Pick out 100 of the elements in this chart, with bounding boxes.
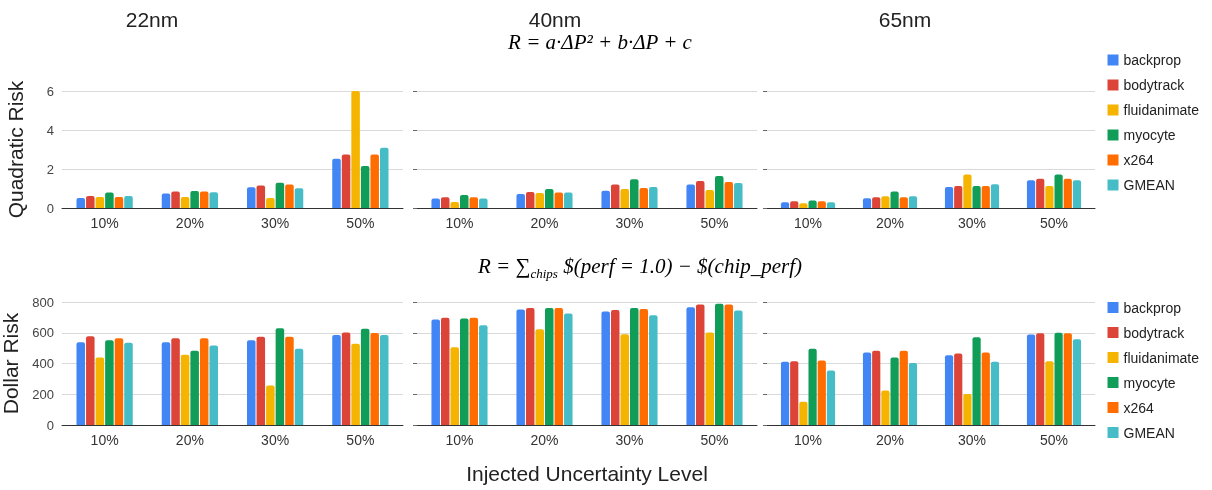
bar [908, 196, 918, 208]
y-tick-label: 2 [46, 161, 54, 177]
bar [76, 198, 86, 208]
y-tick-label: 4 [46, 122, 54, 138]
bar [190, 350, 199, 425]
y-tick-label: 0 [46, 200, 54, 216]
bar [972, 185, 981, 208]
bar [275, 182, 285, 208]
bar [440, 317, 450, 425]
bar [161, 342, 171, 425]
bar [431, 319, 440, 425]
bar [1026, 334, 1036, 425]
bar [630, 179, 639, 208]
bar [124, 342, 133, 425]
bar [981, 185, 990, 208]
legend-label: GMEAN [1123, 424, 1175, 441]
x-tick-label: 20% [530, 215, 559, 231]
bar [695, 181, 705, 208]
bar [105, 340, 114, 425]
bar [256, 336, 266, 425]
bar [460, 194, 469, 208]
x-tick-label: 30% [615, 432, 644, 448]
x-tick-label: 10% [793, 432, 823, 448]
x-tick-label: 50% [346, 215, 375, 231]
bar [351, 91, 360, 208]
bar [431, 198, 440, 208]
bar [981, 352, 990, 425]
bar [370, 154, 379, 208]
bar [199, 191, 209, 208]
bar [256, 185, 266, 208]
bar [379, 147, 389, 208]
y-tick-label: 600 [32, 325, 54, 341]
x-tick-label: 30% [957, 215, 987, 231]
bar [379, 335, 389, 425]
bar [1026, 180, 1036, 208]
bar [516, 309, 525, 425]
legend-label: x264 [1123, 152, 1155, 168]
bar [266, 385, 275, 425]
bar [610, 310, 620, 425]
bar [734, 183, 743, 208]
bar [554, 308, 564, 425]
legend-label: fluidanimate [1123, 349, 1200, 366]
bar [944, 186, 954, 208]
bar [516, 193, 525, 208]
bar [715, 176, 724, 208]
bar [199, 338, 209, 425]
bar [351, 343, 360, 425]
bar [479, 198, 488, 208]
bar [695, 304, 705, 425]
x-tick-label: 50% [700, 432, 729, 448]
bar [525, 192, 535, 208]
bar [686, 307, 695, 425]
bar [1045, 185, 1054, 208]
chart-title: 65nm [878, 8, 932, 31]
bar [469, 197, 479, 208]
bar [545, 189, 554, 208]
legend-label: GMEAN [1123, 177, 1175, 193]
bar [460, 318, 469, 425]
bar [686, 184, 695, 208]
bar [872, 350, 881, 425]
bar [734, 310, 743, 425]
bar [972, 337, 981, 425]
x-tick-label: 10% [445, 432, 474, 448]
bar [944, 355, 954, 425]
bar [440, 197, 450, 208]
bar [649, 186, 658, 208]
chart-title: 22nm [125, 8, 179, 31]
x-tick-label: 30% [261, 215, 290, 231]
bar [171, 338, 180, 425]
bar [1054, 174, 1063, 208]
bar [890, 191, 899, 208]
x-tick-label: 50% [1039, 215, 1069, 231]
bar [639, 308, 649, 425]
bar [180, 354, 190, 425]
legend-label: x264 [1123, 399, 1155, 416]
bar [990, 361, 1000, 425]
bar [620, 189, 629, 208]
legend-label: bodytrack [1123, 77, 1186, 93]
bar [715, 303, 724, 425]
bar [246, 187, 256, 208]
bar [76, 342, 86, 425]
x-tick-label: 30% [615, 215, 644, 231]
bar [525, 308, 535, 425]
bar [862, 352, 872, 425]
y-tick-label: 400 [32, 356, 54, 371]
bar [86, 336, 95, 425]
bar [899, 350, 908, 425]
bar [246, 340, 256, 425]
x-tick-label: 10% [90, 432, 119, 448]
bar [630, 308, 639, 425]
bar [881, 196, 890, 208]
bar [564, 313, 573, 425]
chart-title: 40nm [528, 8, 582, 31]
bar [479, 325, 488, 425]
bar [285, 336, 294, 425]
bar [190, 191, 199, 208]
bar [285, 184, 294, 208]
y-axis-title: Dollar Risk [0, 312, 23, 415]
x-tick-label: 20% [530, 432, 559, 448]
bar [341, 154, 351, 208]
